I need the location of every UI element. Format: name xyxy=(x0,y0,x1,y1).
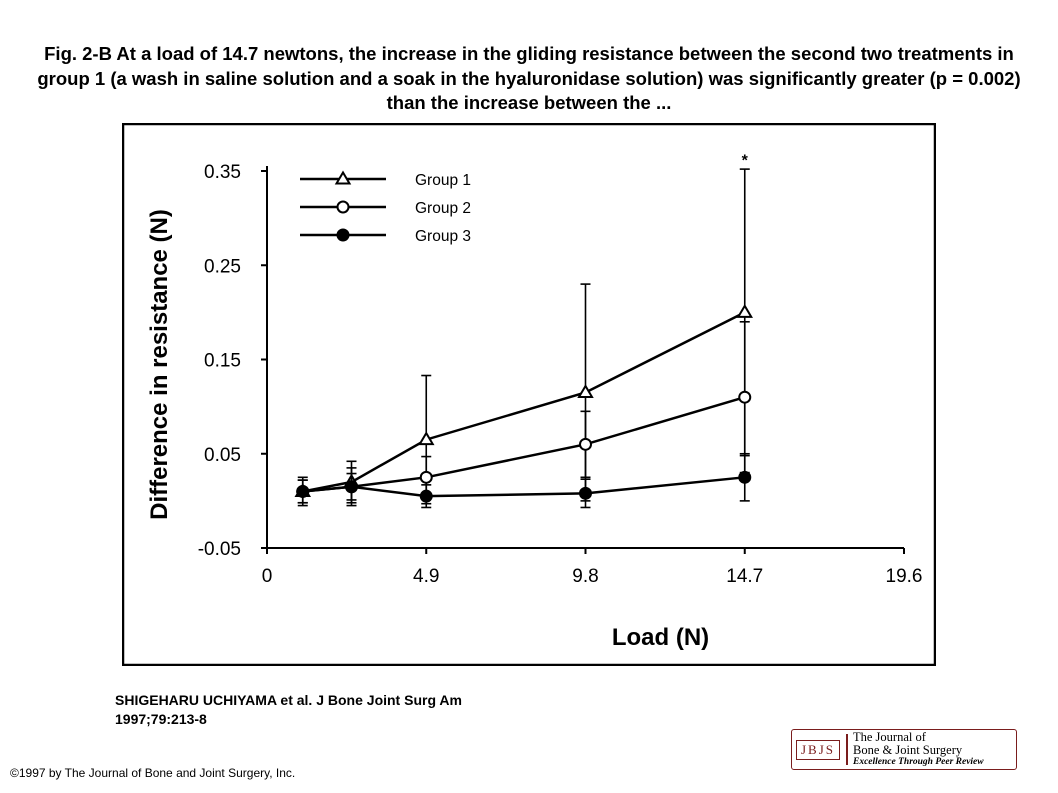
legend-marker-2 xyxy=(336,200,350,214)
jbjs-logo-icon: JBJS xyxy=(796,740,840,760)
citation-authors: SHIGEHARU UCHIYAMA et al. J Bone Joint S… xyxy=(115,692,462,708)
legend-label-2: Group 2 xyxy=(415,200,471,217)
legend-marker-3 xyxy=(336,228,350,242)
significance-marker: * xyxy=(742,153,749,170)
logo-tagline: Excellence Through Peer Review xyxy=(853,757,984,767)
data-point-s2-3 xyxy=(579,437,592,451)
data-point-s1-2 xyxy=(418,431,435,446)
logo-text: The Journal of Bone & Joint Surgery Exce… xyxy=(853,731,984,768)
y-axis-label: Difference in resistance (N) xyxy=(146,209,173,520)
x-tick-label-1: 4.9 xyxy=(413,566,439,587)
logo-line-1: The Journal of xyxy=(853,730,926,744)
legend-label-3: Group 3 xyxy=(415,228,471,245)
chart: -0.05 0.05 0.15 0.25 0.35 0 4.9 9.8 14.7 19.6 Load… xyxy=(122,123,936,666)
y-tick-label-1: 0.05 xyxy=(204,445,241,466)
y-tick-label-4: 0.35 xyxy=(204,162,241,183)
citation: SHIGEHARU UCHIYAMA et al. J Bone Joint S… xyxy=(115,691,462,729)
x-tick-label-0: 0 xyxy=(262,566,273,587)
y-tick-label-2: 0.15 xyxy=(204,351,241,372)
logo-divider xyxy=(846,734,848,765)
data-point-s1-4 xyxy=(736,303,753,318)
logo-line-2: Bone & Joint Surgery xyxy=(853,743,963,757)
plot-area: -0.05 0.05 0.15 0.25 0.35 0 4.9 9.8 14.7 19.6 Load… xyxy=(146,153,922,651)
y-tick-label-0: -0.05 xyxy=(198,539,241,560)
figure-caption: Fig. 2-B At a load of 14.7 newtons, the … xyxy=(37,43,1021,113)
copyright-notice: ©1997 by The Journal of Bone and Joint S… xyxy=(10,766,296,780)
x-tick-label-2: 9.8 xyxy=(572,566,598,587)
data-point-s1-3 xyxy=(577,384,594,399)
data-point-s2-4 xyxy=(738,390,752,404)
citation-volume: 1997;79:213-8 xyxy=(115,711,207,727)
x-tick-label-4: 19.6 xyxy=(886,566,923,587)
x-tick-label-3: 14.7 xyxy=(726,566,763,587)
chart-border xyxy=(122,123,936,666)
legend-marker-1 xyxy=(334,170,352,185)
journal-logo: JBJS The Journal of Bone & Joint Surgery… xyxy=(791,729,1017,770)
x-axis-label: Load (N) xyxy=(612,624,709,651)
data-point-s3-3 xyxy=(579,486,592,500)
data-point-s3-2 xyxy=(419,489,433,503)
y-tick-label-3: 0.25 xyxy=(204,256,241,277)
legend-label-1: Group 1 xyxy=(415,172,471,189)
data-point-s3-0 xyxy=(296,484,310,498)
data-point-s2-2 xyxy=(419,470,433,484)
data-point-s3-4 xyxy=(738,470,752,484)
data-point-s3-1 xyxy=(345,480,358,494)
